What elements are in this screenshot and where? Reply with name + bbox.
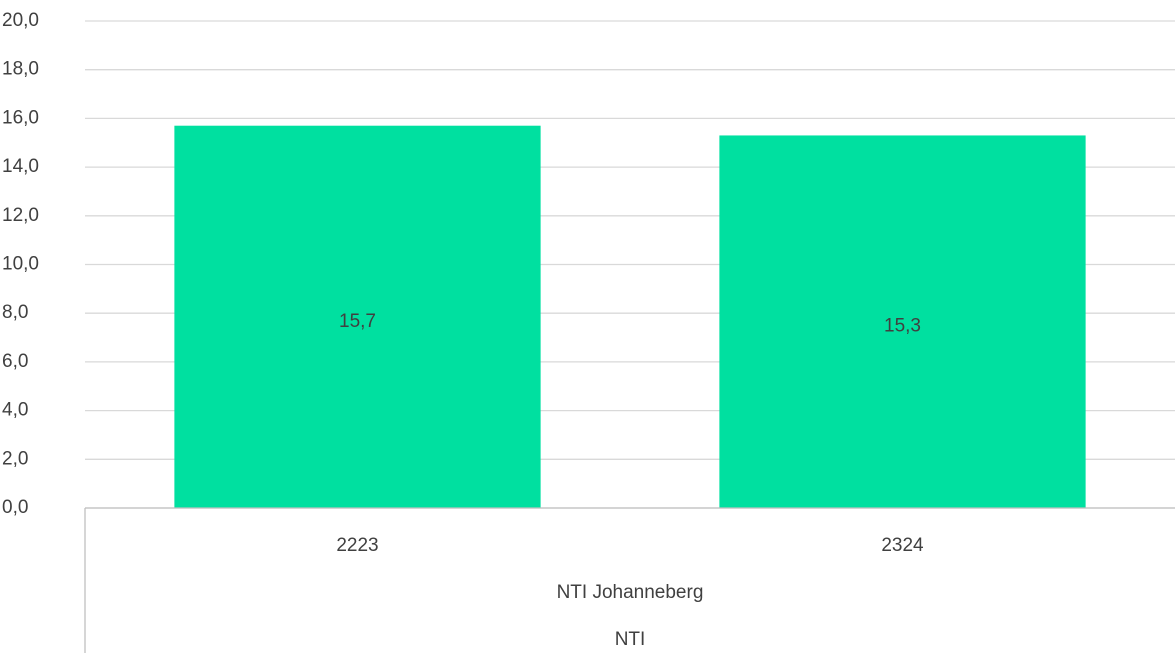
y-tick-label: 4,0: [2, 400, 28, 421]
y-tick-label: 18,0: [2, 59, 39, 80]
group-label: NTI: [615, 629, 646, 650]
y-tick-label: 6,0: [2, 351, 28, 372]
y-tick-label: 14,0: [2, 156, 39, 177]
x-tick-label: 2324: [881, 535, 924, 556]
y-tick-label: 0,0: [2, 497, 28, 518]
y-tick-label: 20,0: [2, 10, 39, 31]
y-tick-label: 10,0: [2, 254, 39, 275]
y-tick-label: 12,0: [2, 205, 39, 226]
value-label: 15,7: [339, 311, 376, 332]
bar: [174, 125, 541, 508]
group-label: NTI Johanneberg: [557, 582, 704, 603]
y-tick-label: 16,0: [2, 107, 39, 128]
bar: [719, 135, 1086, 508]
x-tick-label: 2223: [336, 535, 378, 556]
value-label: 15,3: [884, 316, 921, 337]
y-tick-label: 2,0: [2, 448, 28, 469]
y-tick-label: 8,0: [2, 302, 28, 323]
